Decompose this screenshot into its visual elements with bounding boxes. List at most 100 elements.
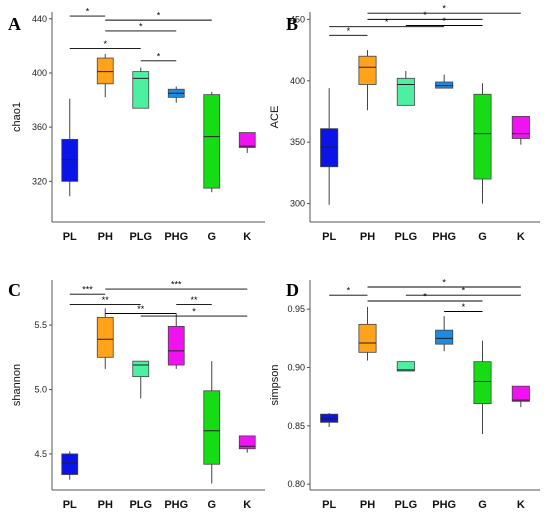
box-body — [473, 93, 492, 180]
significance-bracket: * — [329, 286, 368, 296]
box-PL — [320, 413, 339, 427]
significance-label: ** — [102, 295, 110, 305]
box-PHG — [167, 313, 185, 369]
significance-bracket: * — [405, 16, 483, 26]
x-category-label: G — [207, 231, 216, 243]
y-axis-title: ACE — [269, 106, 281, 129]
box-K — [238, 435, 256, 453]
box-K — [511, 385, 530, 408]
significance-bracket: * — [367, 4, 521, 14]
x-category-label: G — [478, 231, 487, 243]
box-body — [435, 329, 454, 345]
box-body — [435, 81, 454, 89]
box-body — [238, 435, 256, 450]
box-body — [61, 138, 79, 182]
x-category-label: K — [517, 499, 525, 511]
x-category-label: PLG — [129, 499, 152, 511]
box-K — [238, 132, 256, 153]
y-tick-label: 0.95 — [287, 304, 305, 314]
box-body — [396, 77, 415, 106]
significance-label: * — [139, 21, 143, 31]
significance-bracket: * — [444, 302, 483, 312]
box-PLG — [396, 361, 415, 372]
y-tick-label: 450 — [290, 14, 305, 24]
box-body — [396, 361, 415, 372]
box-G — [473, 83, 492, 204]
box-body — [511, 115, 530, 139]
y-tick-label: 5.5 — [34, 320, 47, 330]
significance-bracket: * — [367, 278, 521, 288]
y-axis-title: chao1 — [11, 102, 23, 132]
x-category-label: PH — [360, 499, 375, 511]
box-G — [203, 91, 221, 193]
significance-label: ** — [190, 295, 198, 305]
x-category-label: PL — [63, 231, 77, 243]
box-body — [511, 385, 530, 402]
x-category-label: PL — [322, 499, 336, 511]
box-PH — [358, 50, 377, 111]
y-tick-label: 5.0 — [34, 385, 47, 395]
panel-B: B 300 350 400 450 ACE PL PH PLG PHG G K * * * * * — [269, 4, 540, 243]
box-body — [473, 361, 492, 405]
significance-label: * — [86, 7, 90, 17]
box-body — [61, 453, 79, 475]
x-category-label: PHG — [164, 499, 188, 511]
significance-bracket: *** — [69, 285, 106, 295]
y-tick-label: 0.85 — [287, 421, 305, 431]
x-category-label: PHG — [432, 231, 456, 243]
y-tick-label: 300 — [290, 199, 305, 209]
y-axis-title: simpson — [269, 365, 281, 406]
x-category-label: K — [243, 499, 251, 511]
y-tick-label: 360 — [32, 122, 47, 132]
significance-bracket: * — [69, 7, 106, 17]
significance-label: *** — [82, 285, 93, 295]
significance-label: * — [347, 26, 351, 36]
box-body — [320, 128, 339, 168]
box-body — [132, 360, 150, 378]
box-PHG — [435, 316, 454, 352]
box-PHG — [167, 86, 185, 103]
panel-D: D 0.80 0.85 0.90 0.95 simpson PL PH PLG PHG G K * * * *… — [269, 278, 540, 511]
y-tick-label: 400 — [32, 68, 47, 78]
box-PLG — [396, 70, 415, 106]
box-PHG — [435, 74, 454, 89]
significance-label: * — [192, 307, 196, 317]
y-tick-label: 350 — [290, 137, 305, 147]
significance-label: * — [103, 39, 107, 49]
significance-label: * — [423, 10, 427, 20]
significance-label: * — [385, 17, 389, 27]
panel-letter: B — [286, 14, 298, 34]
box-G — [203, 361, 221, 484]
box-PL — [320, 88, 339, 205]
significance-label: ** — [137, 304, 145, 314]
significance-bracket: ** — [176, 295, 212, 305]
box-body — [167, 325, 185, 366]
x-category-label: PL — [63, 499, 77, 511]
significance-bracket: * — [105, 11, 212, 21]
x-category-label: K — [243, 231, 251, 243]
x-category-label: PLG — [395, 231, 418, 243]
x-category-label: G — [207, 499, 216, 511]
panel-letter: A — [8, 14, 21, 34]
significance-label: * — [157, 51, 161, 61]
significance-bracket: * — [140, 51, 177, 61]
x-category-label: PH — [98, 231, 113, 243]
significance-label: * — [347, 286, 351, 296]
significance-bracket: * — [405, 286, 521, 296]
significance-label: *** — [171, 280, 182, 290]
box-body — [358, 55, 377, 85]
box-body — [96, 316, 114, 358]
x-category-label: PHG — [432, 499, 456, 511]
box-G — [473, 340, 492, 434]
box-PL — [61, 98, 79, 197]
significance-label: * — [442, 278, 446, 288]
significance-label: * — [157, 11, 161, 21]
panel-letter: D — [286, 280, 299, 300]
x-category-label: PL — [322, 231, 336, 243]
significance-label: * — [462, 302, 466, 312]
box-body — [358, 323, 377, 353]
panel-letter: C — [8, 280, 21, 300]
significance-bracket: * — [367, 292, 483, 302]
